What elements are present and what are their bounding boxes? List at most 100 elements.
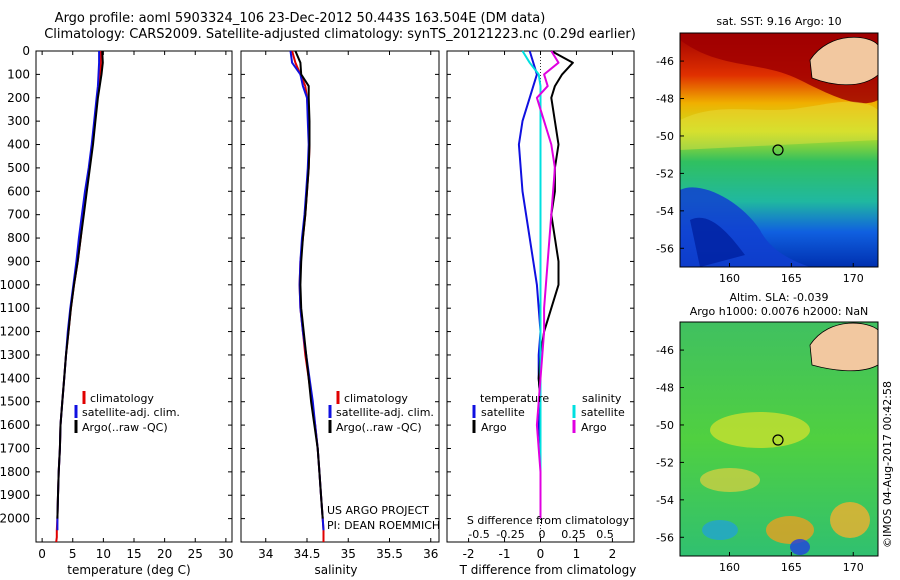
map-x-tick-label: 165 — [781, 561, 802, 574]
map-y-tick-label: -52 — [656, 167, 674, 180]
map-y-tick-label: -56 — [656, 242, 674, 255]
map-y-tick-label: -46 — [656, 344, 674, 357]
map-x-tick-label: 170 — [843, 561, 864, 574]
map-y-tick-label: -54 — [656, 494, 674, 507]
map-x-tick-label: 160 — [719, 272, 740, 285]
map-x-tick-label: 165 — [781, 272, 802, 285]
temperature-series-argo-raw-qc- — [56, 50, 104, 519]
x-tick-label-salinity: 0.5 — [596, 528, 614, 541]
y-tick-label: 1500 — [0, 395, 30, 409]
x-tick-label: 10 — [96, 547, 111, 561]
map-y-tick-label: -56 — [656, 531, 674, 544]
x-tick-label: 15 — [126, 547, 141, 561]
x-tick-label-salinity: 0 — [539, 528, 546, 541]
x-tick-label: -2 — [463, 547, 475, 561]
argo-position-marker — [772, 434, 784, 446]
y-tick-label: 2000 — [0, 512, 30, 526]
x-tick-label: 35 — [341, 547, 356, 561]
difference-series-satellite — [517, 50, 542, 519]
x-tick-label: 35.5 — [376, 547, 403, 561]
difference-xlabel-top: S difference from climatology — [467, 514, 630, 527]
map-y-tick-label: -50 — [656, 130, 674, 143]
y-tick-label: 1000 — [0, 278, 30, 292]
pi-annotation: PI: DEAN ROEMMICH — [327, 519, 440, 532]
legend-label: satellite — [581, 406, 625, 419]
x-tick-label: 0 — [38, 547, 46, 561]
difference-xlabel: T difference from climatology — [459, 563, 637, 577]
argo-position-marker — [772, 144, 784, 156]
figure-title-line2: Climatology: CARS2009. Satellite-adjuste… — [44, 27, 636, 42]
x-tick-label-salinity: -0.25 — [496, 528, 524, 541]
figure-title-line1: Argo profile: aoml 5903324_106 23-Dec-20… — [54, 11, 546, 26]
salinity-axes — [240, 50, 440, 543]
legend-label: Argo — [481, 421, 507, 434]
x-tick-label: -1 — [499, 547, 511, 561]
sla-map-subtitle: Argo h1000: 0.0076 h2000: NaN — [690, 305, 869, 318]
land-mass — [809, 322, 878, 372]
sst-map-title: sat. SST: 9.16 Argo: 10 — [716, 15, 841, 28]
temperature-axes — [35, 50, 233, 543]
map-x-tick-label: 170 — [843, 272, 864, 285]
x-tick-label: 25 — [188, 547, 203, 561]
y-tick-label: 800 — [7, 231, 30, 245]
legend-label: satellite — [481, 406, 525, 419]
y-tick-label: 300 — [7, 114, 30, 128]
y-tick-label: 0 — [22, 44, 30, 58]
y-tick-label: 1600 — [0, 418, 30, 432]
map-y-tick-label: -48 — [656, 382, 674, 395]
x-tick-label: 0 — [537, 547, 545, 561]
y-tick-label: 1200 — [0, 325, 30, 339]
x-tick-label: 1 — [573, 547, 581, 561]
temperature-xlabel: temperature (deg C) — [67, 563, 190, 577]
map-y-tick-label: -52 — [656, 456, 674, 469]
y-tick-label: 900 — [7, 254, 30, 268]
y-tick-label: 200 — [7, 91, 30, 105]
y-tick-label: 500 — [7, 161, 30, 175]
y-tick-label: 600 — [7, 184, 30, 198]
map-y-tick-label: -46 — [656, 55, 674, 68]
salinity-legend: climatology satellite-adj. clim. Argo(..… — [328, 391, 434, 434]
y-tick-label: 100 — [7, 67, 30, 81]
map-y-tick-label: -50 — [656, 419, 674, 432]
legend-label: climatology — [344, 392, 408, 405]
legend-label: Argo — [581, 421, 607, 434]
sla-map-title: Altim. SLA: -0.039 — [729, 291, 828, 304]
y-tick-label: 700 — [7, 208, 30, 222]
x-tick-label: 30 — [218, 547, 233, 561]
x-tick-label-salinity: -0.5 — [468, 528, 489, 541]
salinity-series-argo-raw-qc- — [294, 50, 324, 519]
legend-label: Argo(..raw -QC) — [82, 421, 168, 434]
x-tick-label: 5 — [69, 547, 77, 561]
x-tick-label: 34 — [258, 547, 273, 561]
y-tick-label: 1800 — [0, 465, 30, 479]
y-tick-label: 1400 — [0, 371, 30, 385]
y-tick-label: 400 — [7, 138, 30, 152]
sst-map — [679, 32, 879, 268]
x-tick-label: 2 — [609, 547, 617, 561]
land-mass — [809, 36, 878, 86]
y-tick-label: 1900 — [0, 488, 30, 502]
map-y-tick-label: -48 — [656, 93, 674, 106]
project-annotation: US ARGO PROJECT — [327, 504, 429, 517]
y-tick-label: 1100 — [0, 301, 30, 315]
copyright-stamp: ©IMOS 04-Aug-2017 00:42:58 — [881, 381, 894, 548]
legend-heading-salinity: salinity — [582, 392, 622, 405]
x-tick-label: 34.5 — [294, 547, 321, 561]
sla-map — [679, 321, 879, 557]
salinity-xlabel: salinity — [314, 563, 357, 577]
temperature-legend: climatology satellite-adj. clim. Argo(..… — [74, 391, 180, 434]
map-y-tick-label: -54 — [656, 205, 674, 218]
x-tick-label-salinity: 0.25 — [561, 528, 586, 541]
y-tick-label: 1300 — [0, 348, 30, 362]
legend-heading-temperature: temperature — [480, 392, 549, 405]
difference-series-argo — [535, 50, 560, 519]
y-tick-label: 1700 — [0, 441, 30, 455]
map-x-tick-label: 160 — [719, 561, 740, 574]
difference-legend: temperature satellite Argo salinity sate… — [472, 392, 625, 434]
legend-label: satellite-adj. clim. — [336, 406, 434, 419]
legend-label: Argo(..raw -QC) — [336, 421, 422, 434]
legend-label: climatology — [90, 392, 154, 405]
legend-label: satellite-adj. clim. — [82, 406, 180, 419]
x-tick-label: 36 — [423, 547, 438, 561]
